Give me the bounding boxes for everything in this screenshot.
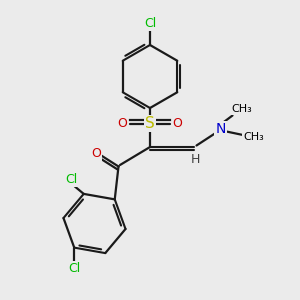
- Text: Cl: Cl: [66, 173, 78, 186]
- Text: N: N: [215, 122, 226, 136]
- Text: CH₃: CH₃: [243, 131, 264, 142]
- Text: O: O: [173, 117, 182, 130]
- Text: H: H: [190, 153, 200, 166]
- Text: S: S: [145, 116, 155, 131]
- Text: O: O: [91, 146, 101, 160]
- Text: Cl: Cl: [68, 262, 80, 275]
- Text: CH₃: CH₃: [231, 104, 252, 115]
- Text: Cl: Cl: [144, 17, 156, 30]
- Text: O: O: [118, 117, 127, 130]
